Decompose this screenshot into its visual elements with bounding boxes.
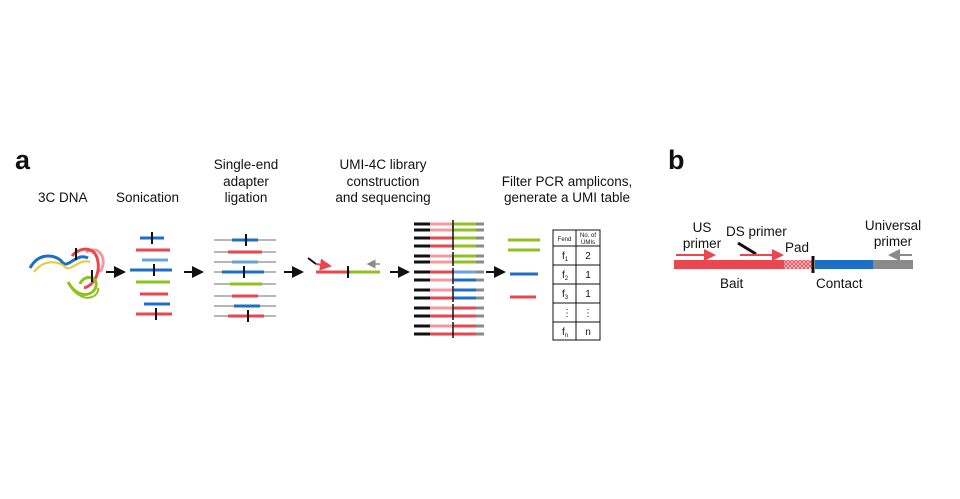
- contact-label: Contact: [816, 276, 863, 291]
- filtered-amplicons: [508, 238, 540, 299]
- step-label-sonication: Sonication: [116, 190, 180, 205]
- ds-primer-tail: [737, 241, 757, 256]
- bait-label: Bait: [720, 276, 744, 291]
- table-cell-fend: f1: [562, 251, 569, 263]
- step-label-3c-dna: 3C DNA: [38, 190, 88, 205]
- step-label-library-line2: construction: [346, 174, 420, 189]
- step-label-filter-line1: Filter PCR amplicons,: [501, 174, 633, 189]
- 3c-dna-illustration: [28, 247, 105, 299]
- panel-a-letter: a: [15, 145, 31, 175]
- library-construct: [307, 257, 380, 278]
- table-cell-umis: n: [585, 327, 591, 338]
- step-label-filter-line2: generate a UMI table: [503, 190, 631, 205]
- ds-primer-label: DS primer: [726, 224, 787, 239]
- step-label-library-line3: and sequencing: [335, 190, 431, 205]
- table-cell-fend: fn: [562, 327, 568, 339]
- panel-b-letter: b: [668, 145, 685, 175]
- table-header-fend: Fend: [558, 237, 572, 243]
- pad-label: Pad: [785, 240, 810, 255]
- table-cell-umis: ⋮: [583, 308, 593, 319]
- universal-primer-label-line2: primer: [873, 234, 913, 249]
- table-cell-umis: 2: [585, 251, 591, 262]
- step-label-adapter-line1: Single-end: [213, 157, 279, 172]
- us-primer-label-line1: US: [692, 220, 712, 235]
- construct-b: [674, 241, 913, 273]
- table-cell-umis: 1: [585, 270, 591, 281]
- sequencing-reads: [414, 220, 484, 338]
- table-cell-umis: 1: [585, 289, 591, 300]
- table-cell-fend: f3: [562, 289, 569, 301]
- adapter-segment: [873, 260, 913, 269]
- universal-primer-label-line1: Universal: [864, 218, 922, 233]
- contact-segment: [815, 260, 873, 269]
- table-header-umis-line1: No. of: [580, 233, 596, 239]
- us-primer-label-line2: primer: [682, 236, 722, 251]
- sonication-fragments: [130, 232, 172, 320]
- table-cell-fend: ⋮: [562, 308, 572, 319]
- adapter-ligated-fragments: [214, 234, 276, 322]
- umi-table: Fend No. of UMIs f1 2 f2 1 f3 1 ⋮ ⋮ fn n: [552, 229, 601, 341]
- step-label-library-line1: UMI-4C library: [339, 157, 427, 172]
- bait-segment: [674, 260, 784, 269]
- step-label-adapter-line3: ligation: [224, 190, 268, 205]
- table-header-umis-line2: UMIs: [581, 240, 595, 246]
- step-label-adapter-line2: adapter: [223, 174, 269, 189]
- table-cell-fend: f2: [562, 270, 569, 282]
- pad-segment: [784, 260, 812, 269]
